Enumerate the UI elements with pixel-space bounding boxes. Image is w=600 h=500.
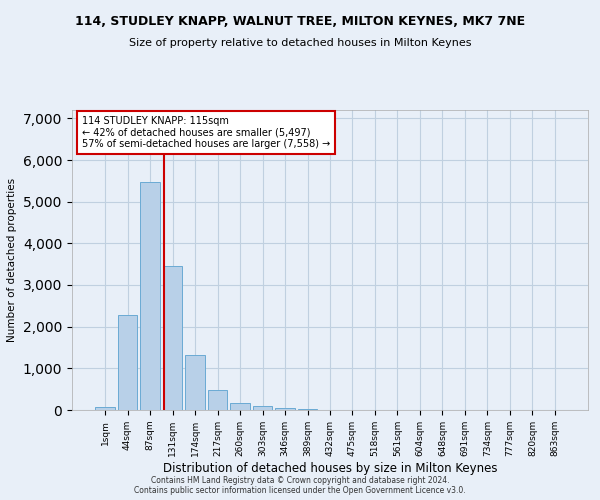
Bar <box>140 182 160 410</box>
Bar <box>208 390 227 410</box>
Text: Size of property relative to detached houses in Milton Keynes: Size of property relative to detached ho… <box>129 38 471 48</box>
Text: 114 STUDLEY KNAPP: 115sqm
← 42% of detached houses are smaller (5,497)
57% of se: 114 STUDLEY KNAPP: 115sqm ← 42% of detac… <box>82 116 331 149</box>
Bar <box>275 408 295 410</box>
Text: Contains HM Land Registry data © Crown copyright and database right 2024.
Contai: Contains HM Land Registry data © Crown c… <box>134 476 466 495</box>
X-axis label: Distribution of detached houses by size in Milton Keynes: Distribution of detached houses by size … <box>163 462 497 474</box>
Y-axis label: Number of detached properties: Number of detached properties <box>7 178 17 342</box>
Bar <box>298 409 317 410</box>
Bar <box>163 266 182 410</box>
Bar <box>95 406 115 410</box>
Bar <box>118 315 137 410</box>
Bar <box>185 356 205 410</box>
Bar <box>230 404 250 410</box>
Bar <box>253 406 272 410</box>
Text: 114, STUDLEY KNAPP, WALNUT TREE, MILTON KEYNES, MK7 7NE: 114, STUDLEY KNAPP, WALNUT TREE, MILTON … <box>75 15 525 28</box>
